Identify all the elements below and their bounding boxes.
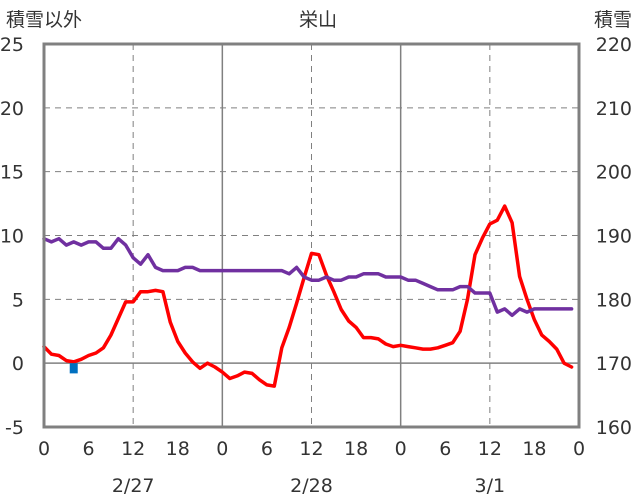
x-tick-label: 6 <box>439 438 451 460</box>
snow-depth-line <box>42 236 574 318</box>
plot-area <box>42 204 574 388</box>
axis-labels: 栄山 積雪以外 積雪 2520151050-522021020019018017… <box>0 9 632 497</box>
x-tick-label: 0 <box>38 438 50 460</box>
y-right-tick-label: 190 <box>596 226 632 248</box>
y-right-tick-label: 220 <box>596 34 632 56</box>
frame <box>42 42 581 429</box>
x-tick-label: 18 <box>166 438 190 460</box>
date-label: 2/27 <box>112 475 155 497</box>
x-tick-label: 0 <box>216 438 228 460</box>
y-right-tick-label: 200 <box>596 162 632 184</box>
y-right-tick-label: 160 <box>596 417 632 439</box>
x-tick-label: 12 <box>478 438 502 460</box>
precipitation-bar <box>69 363 78 374</box>
y-left-tick-label: 0 <box>12 353 24 375</box>
y-left-tick-label: -5 <box>5 417 24 439</box>
x-tick-label: 6 <box>83 438 95 460</box>
y-left-tick-label: 10 <box>0 226 24 248</box>
x-tick-label: 0 <box>573 438 585 460</box>
y-right-tick-label: 170 <box>596 353 632 375</box>
y-left-tick-label: 15 <box>0 162 24 184</box>
plot-frame <box>42 42 581 429</box>
y-right-label: 積雪 <box>594 9 632 31</box>
y-right-tick-label: 210 <box>596 98 632 120</box>
x-tick-label: 6 <box>261 438 273 460</box>
x-tick-label: 18 <box>344 438 368 460</box>
x-tick-label: 18 <box>522 438 546 460</box>
temperature-line <box>42 204 574 388</box>
grid <box>44 44 579 427</box>
y-left-tick-label: 5 <box>12 289 24 311</box>
y-left-tick-label: 25 <box>0 34 24 56</box>
y-right-tick-label: 180 <box>596 289 632 311</box>
title: 栄山 <box>299 9 337 31</box>
date-label: 3/1 <box>475 475 506 497</box>
x-tick-label: 12 <box>121 438 145 460</box>
date-label: 2/28 <box>290 475 333 497</box>
x-tick-label: 12 <box>299 438 323 460</box>
y-left-label: 積雪以外 <box>6 9 82 31</box>
y-left-tick-label: 20 <box>0 98 24 120</box>
x-tick-label: 0 <box>395 438 407 460</box>
